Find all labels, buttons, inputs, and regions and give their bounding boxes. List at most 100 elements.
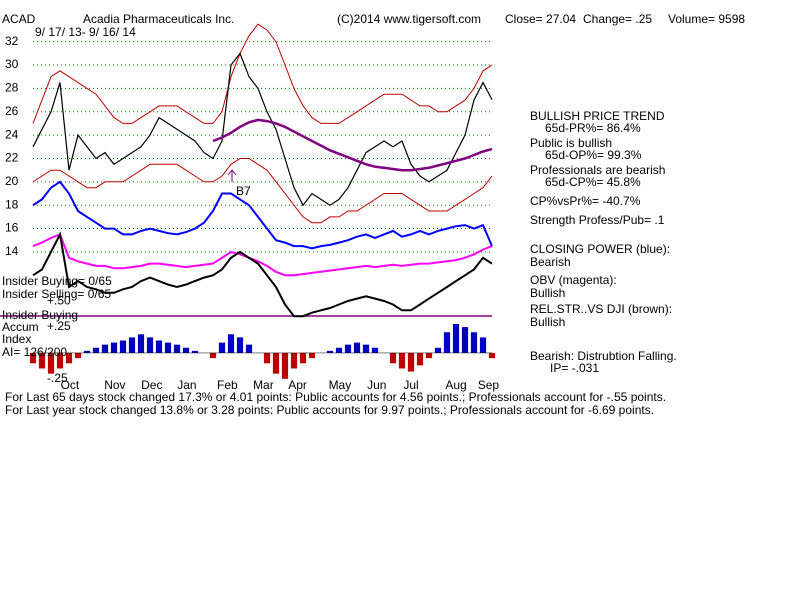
bar [443, 332, 451, 353]
bar [434, 347, 442, 353]
x-tick-label: Dec [141, 378, 162, 392]
note: Bullish [530, 286, 565, 300]
note: Bearish: Distrubtion Falling. [530, 349, 677, 363]
note: CLOSING POWER (blue): [530, 242, 670, 256]
y-tick-label: 18 [5, 197, 19, 211]
series-line [32, 180, 493, 250]
note: 65d-OP%= 99.3% [545, 148, 642, 162]
bar [92, 347, 100, 353]
x-tick-label: Mar [253, 378, 274, 392]
note: Bearish [530, 255, 571, 269]
x-tick-label: Sep [478, 378, 500, 392]
annotation: B7 [236, 184, 251, 198]
note: CP%vsPr%= -40.7% [530, 194, 641, 208]
bar [425, 352, 433, 359]
bar [164, 342, 172, 353]
bar [146, 337, 154, 353]
bar [281, 352, 289, 379]
y-tick-label: 22 [5, 151, 19, 165]
x-tick-label: Oct [61, 378, 80, 392]
change: Change= .25 [583, 12, 652, 26]
bar [38, 352, 46, 369]
bar [128, 337, 136, 353]
date-range: 9/ 17/ 13- 9/ 16/ 14 [35, 25, 136, 39]
bar [416, 352, 424, 366]
series-line [32, 23, 493, 124]
volume: Volume= 9598 [668, 12, 745, 26]
bar [353, 342, 361, 353]
y-tick-label: 28 [5, 81, 19, 95]
bar [272, 352, 280, 374]
x-tick-label: Nov [104, 378, 125, 392]
bar [470, 332, 478, 353]
bar [290, 352, 298, 369]
left-label: Insider Selling= 0/65 [2, 287, 111, 301]
bar [308, 352, 316, 359]
bar [479, 337, 487, 353]
bar [173, 344, 181, 353]
bar [137, 334, 145, 353]
bar [209, 352, 217, 359]
y-tick-label: 26 [5, 104, 19, 118]
bar [407, 352, 415, 372]
bar [326, 350, 334, 353]
y-tick-label: 30 [5, 57, 19, 71]
bar [47, 352, 55, 374]
bar [191, 350, 199, 353]
left-label: Accum [2, 320, 39, 334]
bar [335, 347, 343, 353]
left-label: Insider Buying= 0/65 [2, 274, 112, 288]
note: Strength Profess/Pub= .1 [530, 213, 665, 227]
left-label: Index [2, 332, 31, 346]
note: Bullish [530, 315, 565, 329]
bar [263, 352, 271, 364]
bar [56, 352, 64, 369]
bar [155, 340, 163, 353]
note: Public is bullish [530, 136, 612, 150]
x-tick-label: May [329, 378, 352, 392]
bar [461, 327, 469, 353]
y-tick-label: 14 [5, 244, 19, 258]
y-tick-label: +.50 [47, 293, 71, 307]
series-line [32, 231, 493, 318]
summary: For Last year stock changed 13.8% or 3.2… [5, 403, 654, 417]
bar [488, 352, 496, 359]
y-tick-label: 20 [5, 174, 19, 188]
bar [245, 344, 253, 353]
plot-area: 14 16 18 20 22 24 26 28 30 32 Oct Nov Dec Jan Feb Mar Ap… [5, 23, 500, 392]
note: 65d-PR%= 86.4% [545, 121, 641, 135]
bar [74, 352, 82, 359]
bar [119, 340, 127, 353]
note: OBV (magenta): [530, 273, 617, 287]
left-label: AI= 126/200 [2, 345, 67, 359]
bar [299, 352, 307, 364]
x-tick-label: Jan [177, 378, 196, 392]
series-line [32, 158, 493, 224]
note: IP= -.031 [550, 361, 599, 375]
note: BULLISH PRICE TREND [530, 109, 665, 123]
x-tick-label: Aug [445, 378, 466, 392]
bar [371, 347, 379, 353]
company: Acadia Pharmaceuticals Inc. [83, 12, 234, 26]
series-line [212, 118, 493, 172]
y-tick-label: 24 [5, 127, 19, 141]
bar [236, 337, 244, 353]
x-tick-label: Feb [217, 378, 238, 392]
symbol: ACAD [2, 12, 36, 26]
close: Close= 27.04 [505, 12, 576, 26]
bar [110, 342, 118, 353]
y-tick-label: +.25 [47, 319, 71, 333]
x-tick-label: Jul [403, 378, 418, 392]
bar [101, 344, 109, 353]
bar [227, 334, 235, 353]
bar [83, 350, 91, 353]
bar [389, 352, 397, 364]
source: (C)2014 www.tigersoft.com [337, 12, 481, 26]
y-tick-label: 32 [5, 34, 19, 48]
note: 65d-CP%= 45.8% [545, 175, 641, 189]
bar [182, 347, 190, 353]
bar [65, 352, 73, 364]
bar [452, 323, 460, 353]
